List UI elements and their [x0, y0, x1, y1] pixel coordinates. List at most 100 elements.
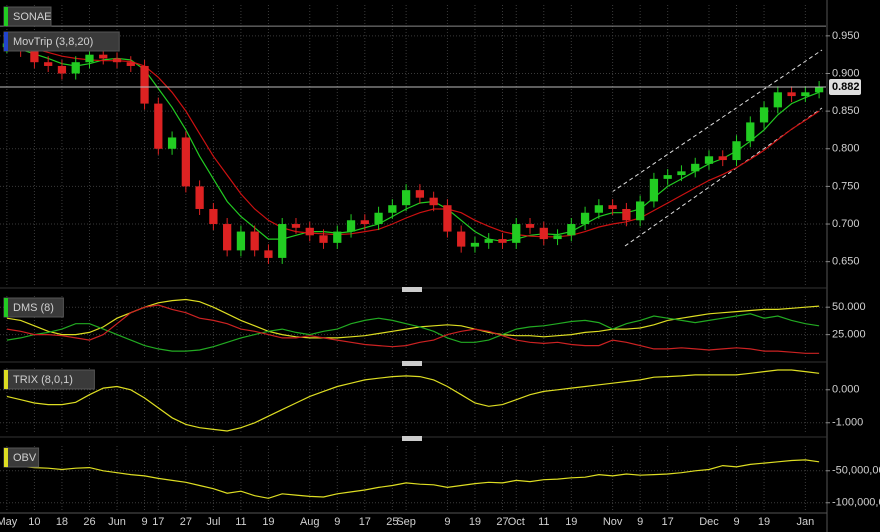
candle-body — [553, 235, 562, 240]
x-tick-label: Jul — [206, 516, 220, 528]
candle-body — [608, 205, 617, 209]
x-tick-label: 9 — [444, 516, 450, 528]
x-tick-label: 11 — [538, 516, 549, 528]
candle-body — [236, 231, 246, 251]
candle-body — [167, 137, 177, 149]
y-tick-label: 0.650 — [832, 256, 860, 268]
candle-body — [525, 224, 535, 228]
candle-body — [278, 224, 287, 258]
x-tick-label: 10 — [28, 516, 40, 528]
x-tick-label: 9 — [334, 516, 340, 528]
y-tick-label: 0.900 — [832, 67, 860, 79]
x-tick-label: Oct — [508, 516, 525, 528]
legend-label: TRIX (8,0,1) — [13, 374, 73, 386]
legend-swatch — [4, 370, 8, 389]
candle-body — [773, 92, 782, 108]
x-tick-label: 19 — [469, 516, 481, 528]
legend-label: OBV — [13, 452, 37, 464]
legend-label: MovTrip (3,8,20) — [13, 36, 93, 48]
legend-swatch — [4, 448, 8, 467]
candle-body — [85, 54, 94, 63]
last-value-label: 0.882 — [832, 81, 860, 93]
candle-body — [30, 50, 39, 63]
candle-body — [759, 107, 769, 123]
x-tick-label: 17 — [359, 516, 371, 528]
last-value-box — [829, 79, 861, 96]
y-tick-label: 0.950 — [832, 30, 860, 42]
resize-handle[interactable] — [402, 436, 422, 441]
candle-body — [154, 103, 163, 149]
x-tick-label: 19 — [262, 516, 274, 528]
resize-handle[interactable] — [402, 361, 422, 366]
channel-line — [624, 107, 823, 247]
x-tick-label: 18 — [56, 516, 68, 528]
candle-body — [388, 205, 397, 213]
candle-body — [112, 58, 122, 63]
candle-body — [512, 224, 521, 243]
y-tick-label: -100,000,00 — [832, 497, 880, 509]
y-tick-label: 25.000 — [832, 329, 866, 341]
candle-body — [663, 175, 672, 179]
candle-body — [126, 62, 135, 66]
candle-body — [195, 186, 204, 209]
candle-body — [622, 208, 631, 221]
candle-body — [649, 178, 659, 202]
candle-body — [250, 231, 259, 251]
y-tick-label: 0.000 — [832, 384, 860, 396]
candle-body — [470, 242, 480, 247]
candle-body — [677, 171, 686, 176]
candle-body — [99, 54, 108, 59]
y-tick-label: 0.850 — [832, 105, 860, 117]
x-tick-label: Aug — [300, 516, 320, 528]
legend-swatch — [4, 32, 8, 51]
legend-swatch — [4, 7, 8, 26]
candle-body — [360, 220, 369, 225]
candle-body — [415, 190, 425, 198]
x-tick-label: 9 — [733, 516, 739, 528]
x-tick-label: 17 — [152, 516, 164, 528]
candle-body — [498, 239, 507, 243]
legend-swatch — [4, 298, 8, 317]
candle-body — [787, 92, 796, 97]
candle-body — [71, 62, 80, 74]
x-tick-label: Nov — [603, 516, 623, 528]
candle-body — [539, 227, 548, 240]
x-tick-label: 9 — [637, 516, 643, 528]
x-tick-label: 11 — [235, 516, 246, 528]
candle-body — [223, 224, 232, 251]
x-tick-label: 26 — [83, 516, 95, 528]
candle-body — [333, 231, 342, 243]
y-tick-label: 50.000 — [832, 301, 866, 313]
y-tick-label: 0.700 — [832, 218, 860, 230]
candle-body — [401, 190, 411, 206]
panel-separators — [0, 287, 827, 514]
indicator-line — [6, 459, 820, 499]
candle-body — [691, 163, 700, 172]
candle-body — [746, 122, 755, 142]
candle-body — [732, 141, 741, 161]
candle-body — [57, 65, 67, 74]
x-tick-label: 19 — [758, 516, 770, 528]
indicator-line — [6, 369, 820, 432]
resize-handle[interactable] — [402, 287, 422, 292]
candle-body — [814, 87, 824, 93]
x-tick-label: Sep — [396, 516, 416, 528]
y-tick-label: -50,000,00 — [832, 465, 880, 477]
x-tick-label: Jan — [796, 516, 814, 528]
candle-body — [346, 220, 356, 232]
candle-body — [443, 205, 452, 232]
x-tick-label: May — [0, 516, 18, 528]
candle-body — [580, 212, 590, 225]
legend-label: DMS (8) — [13, 302, 54, 314]
candle-body — [704, 156, 714, 164]
candle-body — [484, 239, 493, 243]
y-tick-label: -1.000 — [832, 417, 863, 429]
legend-label: SONAE — [13, 11, 52, 23]
candle-body — [374, 212, 383, 225]
y-tick-label: 0.800 — [832, 143, 860, 155]
x-tick-label: 17 — [662, 516, 674, 528]
candle-body — [140, 65, 149, 104]
indicator-line — [6, 313, 820, 352]
